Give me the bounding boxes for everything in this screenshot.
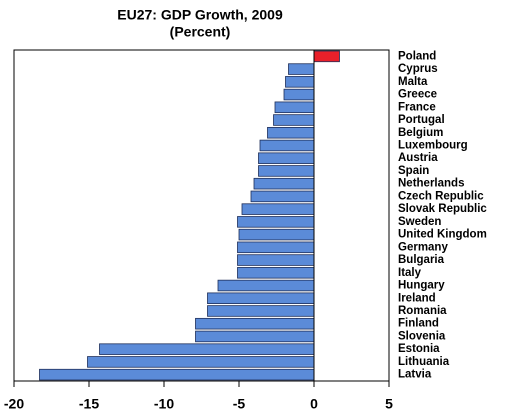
bar — [217, 279, 315, 292]
x-tick-label: -5 — [233, 396, 246, 412]
y-tick-label: Poland — [398, 50, 436, 62]
y-tick-label: Spain — [398, 165, 429, 177]
y-tick-label: France — [398, 101, 436, 113]
x-tick-label: 5 — [385, 396, 393, 412]
y-tick-label: Slovak Republic — [398, 203, 487, 215]
y-tick-label: Italy — [398, 267, 422, 279]
bar — [259, 139, 315, 152]
chart-title: EU27: GDP Growth, 2009 — [117, 7, 283, 23]
bar — [274, 101, 315, 114]
y-tick-label: Cyprus — [398, 63, 438, 75]
bar — [237, 254, 315, 266]
y-tick-label: Hungary — [398, 280, 445, 292]
x-tick-label: -15 — [79, 396, 99, 412]
bar — [195, 317, 315, 330]
y-tick-label: Czech Republic — [398, 190, 484, 202]
bar — [238, 228, 315, 241]
y-tick-label: Portugal — [398, 114, 445, 126]
bar — [241, 203, 315, 215]
x-tick-label: -20 — [4, 396, 24, 412]
x-tick-label: 0 — [310, 396, 318, 412]
y-tick-label: Austria — [398, 152, 438, 164]
bar — [253, 177, 315, 190]
bar — [207, 292, 315, 304]
y-tick-label: Sweden — [398, 216, 441, 228]
bar — [39, 368, 315, 381]
bar — [258, 165, 315, 177]
bar — [313, 50, 340, 63]
bar — [237, 216, 315, 228]
x-tick-label: -10 — [154, 396, 174, 412]
y-tick-label: Luxembourg — [398, 140, 468, 152]
y-tick-label: United Kingdom — [398, 229, 487, 241]
bar — [87, 356, 315, 368]
y-tick-label: Latvia — [398, 369, 432, 381]
bar — [99, 343, 315, 355]
y-tick-label: Germany — [398, 241, 448, 253]
y-tick-label: Ireland — [398, 292, 436, 304]
bar — [285, 76, 315, 88]
bar — [273, 114, 315, 126]
bar — [207, 305, 315, 317]
y-tick-label: Netherlands — [398, 178, 464, 190]
y-tick-label: Romania — [398, 305, 447, 317]
bar — [195, 330, 315, 343]
bar — [283, 88, 315, 101]
bar — [237, 267, 315, 279]
bar — [267, 127, 315, 139]
y-tick-label: Belgium — [398, 127, 443, 139]
bar — [237, 241, 315, 254]
bar — [250, 190, 315, 203]
chart-subtitle: (Percent) — [170, 24, 231, 40]
y-tick-label: Bulgaria — [398, 254, 445, 266]
y-tick-label: Lithuania — [398, 356, 450, 368]
y-tick-label: Finland — [398, 318, 439, 330]
y-tick-label: Slovenia — [398, 330, 446, 342]
plot-frame — [13, 49, 390, 382]
y-tick-label: Estonia — [398, 343, 440, 355]
y-tick-label: Greece — [398, 89, 437, 101]
y-tick-label: Malta — [398, 76, 428, 88]
bar — [288, 63, 315, 75]
bar — [258, 152, 315, 164]
